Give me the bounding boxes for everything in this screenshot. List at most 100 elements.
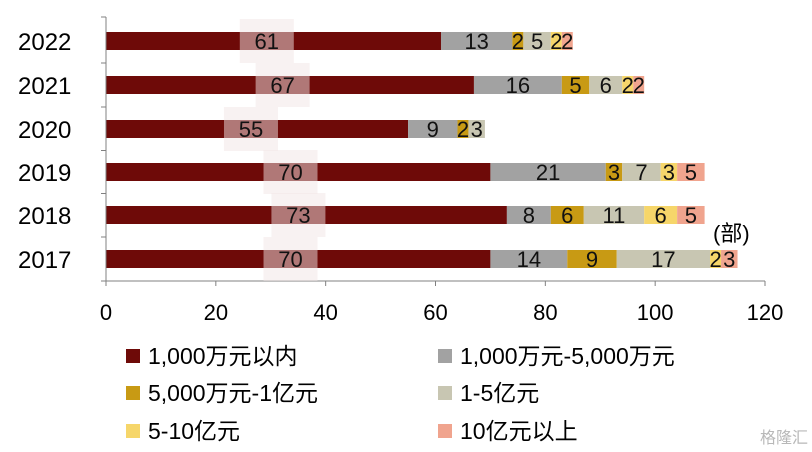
category-label: 2020 bbox=[18, 117, 71, 144]
legend-swatch bbox=[438, 386, 452, 400]
data-label: 2 bbox=[561, 29, 573, 54]
legend-label: 10亿元以上 bbox=[460, 418, 578, 444]
data-label: 3 bbox=[471, 117, 483, 142]
bar-segment bbox=[660, 163, 678, 181]
data-label: 5 bbox=[531, 29, 543, 54]
bar-segment bbox=[490, 163, 606, 181]
data-label: 2 bbox=[709, 247, 721, 272]
bar-segment bbox=[550, 32, 562, 50]
bar-segment bbox=[440, 32, 513, 50]
bar-segment bbox=[721, 250, 738, 268]
data-label: 6 bbox=[655, 203, 667, 228]
legend-swatch bbox=[438, 349, 452, 363]
bar-segment bbox=[710, 250, 722, 268]
x-tick-label: 60 bbox=[423, 300, 447, 325]
legend-swatch bbox=[126, 386, 140, 400]
legend-label: 1,000万元-5,000万元 bbox=[460, 343, 675, 369]
data-label: 5 bbox=[569, 73, 581, 98]
bar-segment bbox=[561, 76, 590, 94]
category-label: 2018 bbox=[18, 203, 71, 230]
data-label: 9 bbox=[427, 117, 439, 142]
bar-segment bbox=[567, 250, 617, 268]
label-highlight bbox=[239, 19, 294, 63]
data-label: 2 bbox=[457, 117, 469, 142]
legend-swatch bbox=[126, 349, 140, 363]
data-label: 3 bbox=[608, 160, 620, 185]
data-label: 70 bbox=[278, 160, 302, 185]
data-label: 5 bbox=[685, 203, 697, 228]
axes-layer: 0 20 40 60 80 100 120 2022 2021 2020 2019 2018 2017 bbox=[18, 16, 784, 325]
category-label: 2019 bbox=[18, 160, 71, 187]
data-label: 2 bbox=[622, 73, 634, 98]
label-highlight bbox=[263, 150, 318, 194]
data-label: 17 bbox=[651, 247, 675, 272]
data-label: 3 bbox=[663, 160, 675, 185]
label-highlight bbox=[255, 63, 310, 107]
data-label: 9 bbox=[586, 247, 598, 272]
data-label: 8 bbox=[523, 203, 535, 228]
data-label: 55 bbox=[239, 117, 263, 142]
watermark-text: 格隆汇 bbox=[760, 429, 808, 447]
x-tick-label: 40 bbox=[313, 300, 337, 325]
bar-segment bbox=[677, 163, 705, 181]
data-label: 5 bbox=[685, 160, 697, 185]
data-label: 13 bbox=[464, 29, 488, 54]
data-label: 67 bbox=[270, 73, 294, 98]
x-tick-label: 80 bbox=[533, 300, 557, 325]
data-label: 70 bbox=[278, 247, 302, 272]
unit-label: (部) bbox=[713, 221, 750, 246]
data-label: 2 bbox=[633, 73, 645, 98]
label-highlight bbox=[271, 193, 326, 237]
bar-segment bbox=[473, 76, 562, 94]
legend: 1,000万元以内 1,000万元-5,000万元 5,000万元-1亿元 1-5亿元… bbox=[126, 343, 675, 444]
bar-segment bbox=[523, 32, 551, 50]
data-label: 16 bbox=[506, 73, 530, 98]
data-label: 7 bbox=[635, 160, 647, 185]
data-label: 11 bbox=[603, 203, 626, 228]
data-label: 73 bbox=[286, 203, 310, 228]
category-label: 2021 bbox=[18, 73, 71, 100]
bar-segment bbox=[644, 206, 678, 224]
data-label: 3 bbox=[723, 247, 735, 272]
bar-segment bbox=[616, 250, 711, 268]
legend-label: 1-5亿元 bbox=[460, 380, 539, 406]
bar-segment bbox=[605, 163, 623, 181]
bars-layer bbox=[106, 32, 738, 268]
data-label: 6 bbox=[600, 73, 612, 98]
watermark: 格隆汇 bbox=[760, 429, 808, 447]
legend-swatch bbox=[438, 424, 452, 438]
bar-segment bbox=[622, 163, 661, 181]
x-tick-label: 20 bbox=[204, 300, 228, 325]
bar-segment bbox=[490, 250, 568, 268]
bar-segment bbox=[561, 32, 573, 50]
legend-label: 5,000万元-1亿元 bbox=[148, 380, 318, 406]
x-tick-label: 100 bbox=[637, 300, 674, 325]
legend-swatch bbox=[126, 424, 140, 438]
data-label: 2 bbox=[550, 29, 562, 54]
data-label: 14 bbox=[517, 247, 541, 272]
bar-segment bbox=[468, 120, 485, 138]
bar-segment bbox=[506, 206, 551, 224]
data-label: 6 bbox=[561, 203, 573, 228]
legend-label: 5-10亿元 bbox=[148, 418, 240, 444]
bar-segment bbox=[457, 120, 469, 138]
bar-segment bbox=[622, 76, 634, 94]
bar-segment bbox=[633, 76, 645, 94]
bar-segment bbox=[583, 206, 645, 224]
bar-segment bbox=[408, 120, 458, 138]
bar-segment bbox=[550, 206, 584, 224]
bar-segment bbox=[512, 32, 524, 50]
x-tick-label: 0 bbox=[100, 300, 112, 325]
data-label: 61 bbox=[255, 29, 279, 54]
bar-segment bbox=[589, 76, 623, 94]
x-tick-label: 120 bbox=[747, 300, 784, 325]
legend-label: 1,000万元以内 bbox=[148, 343, 298, 369]
category-label: 2022 bbox=[18, 29, 71, 56]
data-label: 2 bbox=[512, 29, 524, 54]
data-label: 21 bbox=[536, 160, 560, 185]
label-highlight bbox=[263, 237, 318, 281]
label-highlight bbox=[223, 107, 278, 151]
category-label: 2017 bbox=[18, 247, 71, 274]
